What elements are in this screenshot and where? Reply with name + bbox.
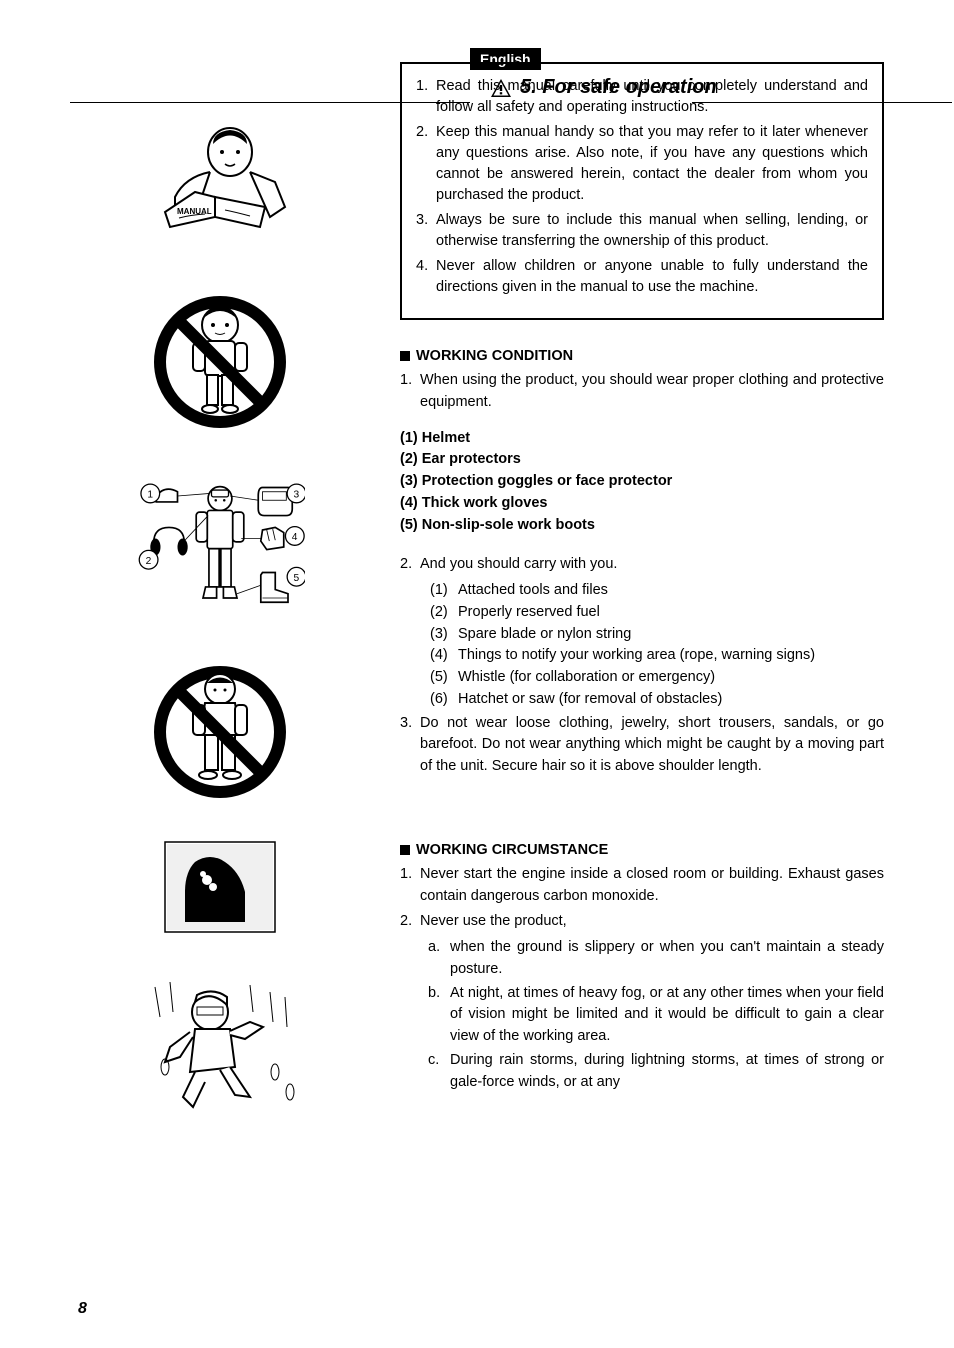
page-number: 8 bbox=[78, 1300, 87, 1318]
info-item: 3. Always be sure to include this manual… bbox=[416, 210, 868, 252]
carry-intro: 2. And you should carry with you. bbox=[400, 554, 884, 576]
equip-num-3: 3 bbox=[294, 490, 300, 501]
illustration-no-children bbox=[135, 292, 305, 432]
equip-num-4: 4 bbox=[292, 532, 298, 543]
illustration-column: MANUAL bbox=[70, 62, 370, 1112]
illustration-slippery-ground bbox=[135, 972, 305, 1112]
content-area: MANUAL bbox=[0, 62, 954, 1112]
safety-info-box: 1. Read this manual carefully until you … bbox=[400, 62, 884, 320]
equipment-item: (5) Non-slip-sole work boots bbox=[400, 515, 884, 537]
carry-item: (5)Whistle (for collaboration or emergen… bbox=[430, 667, 884, 689]
equipment-item: (3) Protection goggles or face protector bbox=[400, 471, 884, 493]
illustration-reading-manual: MANUAL bbox=[135, 122, 305, 262]
equipment-list: (1) Helmet (2) Ear protectors (3) Protec… bbox=[400, 428, 884, 537]
circumstance-item: 1. Never start the engine inside a close… bbox=[400, 864, 884, 908]
manual-page: English 5. For safe operation bbox=[0, 0, 954, 1348]
circumstance-sub: c.During rain storms, during lightning s… bbox=[428, 1050, 884, 1094]
carry-item: (3)Spare blade or nylon string bbox=[430, 624, 884, 646]
working-condition-heading: WORKING CONDITION bbox=[400, 348, 884, 364]
carry-item: (6)Hatchet or saw (for removal of obstac… bbox=[430, 689, 884, 711]
square-bullet-icon bbox=[400, 845, 410, 855]
carry-item: (2)Properly reserved fuel bbox=[430, 602, 884, 624]
carry-item: (4)Things to notify your working area (r… bbox=[430, 645, 884, 667]
info-item: 1. Read this manual carefully until you … bbox=[416, 76, 868, 118]
equipment-item: (1) Helmet bbox=[400, 428, 884, 450]
carry-item: (1)Attached tools and files bbox=[430, 580, 884, 602]
square-bullet-icon bbox=[400, 351, 410, 361]
equipment-item: (4) Thick work gloves bbox=[400, 493, 884, 515]
illustration-no-loose-clothing bbox=[135, 662, 305, 802]
circumstance-sub: a.when the ground is slippery or when yo… bbox=[428, 937, 884, 981]
info-item: 4. Never allow children or anyone unable… bbox=[416, 256, 868, 298]
illustration-exhaust-danger bbox=[135, 832, 305, 942]
text-column: 1. Read this manual carefully until you … bbox=[370, 62, 884, 1112]
equip-num-5: 5 bbox=[294, 573, 300, 584]
condition-item: 1. When using the product, you should we… bbox=[400, 370, 884, 414]
equip-num-1: 1 bbox=[147, 490, 153, 501]
circumstance-item: 2. Never use the product, bbox=[400, 911, 884, 933]
equip-num-2: 2 bbox=[146, 556, 152, 567]
circumstance-sub: b.At night, at times of heavy fog, or at… bbox=[428, 983, 884, 1048]
condition-item: 3. Do not wear loose clothing, jewelry, … bbox=[400, 713, 884, 778]
illustration-protective-equipment: 1 2 3 bbox=[135, 462, 305, 632]
info-item: 2. Keep this manual handy so that you ma… bbox=[416, 122, 868, 206]
equipment-item: (2) Ear protectors bbox=[400, 449, 884, 471]
working-circumstance-heading: WORKING CIRCUMSTANCE bbox=[400, 842, 884, 858]
